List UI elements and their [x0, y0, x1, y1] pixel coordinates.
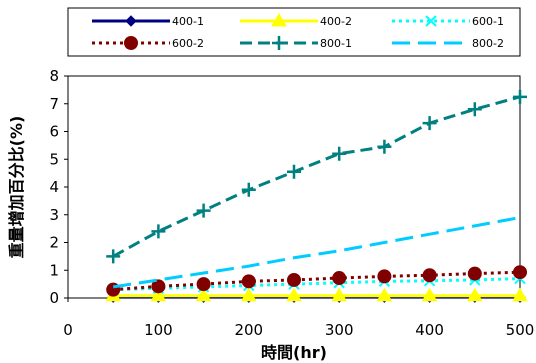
series-line-800-2	[112, 216, 521, 289]
x-axis: 0 100 200 300 400 500	[63, 298, 534, 339]
point-400-2	[331, 287, 348, 302]
plot-area	[67, 75, 521, 299]
legend-entry-400-2: 400-2	[240, 13, 352, 28]
legend-label-800-1: 800-1	[320, 37, 352, 50]
y-tick-label: 2	[49, 234, 59, 252]
x-tick-label: 200	[234, 321, 263, 339]
point-800-1	[377, 139, 392, 154]
series-line-800-1	[112, 95, 521, 258]
point-600-2	[241, 274, 256, 289]
point-400-2	[195, 287, 212, 302]
point-400-2	[376, 287, 393, 302]
point-600-2	[124, 36, 138, 50]
legend-entry-600-2: 600-2	[92, 36, 204, 50]
point-800-1	[241, 182, 256, 197]
legend: 400-1 400-2 600-1 600-2 800-1 800-2	[67, 7, 521, 57]
point-600-2	[287, 272, 301, 287]
series-line-600-2	[113, 270, 521, 292]
y-tick-label: 7	[49, 95, 59, 113]
point-600-2	[151, 279, 166, 294]
point-600-2	[332, 271, 347, 286]
point-600-2	[422, 268, 437, 283]
series-800-2	[112, 216, 521, 289]
series-layer	[105, 89, 528, 303]
series-line-600-1	[113, 277, 521, 292]
point-400-2	[466, 287, 483, 302]
x-tick-label: 0	[63, 321, 73, 339]
point-800-1	[513, 89, 527, 104]
y-axis: 0 1 2 3 4 5 6 7 8	[49, 67, 68, 307]
legend-box	[67, 7, 521, 57]
legend-label-600-2: 600-2	[172, 37, 204, 50]
legend-label-800-2: 800-2	[472, 37, 504, 50]
point-800-1	[332, 146, 347, 161]
point-400-2	[421, 287, 438, 302]
point-400-2	[286, 287, 302, 302]
point-400-2	[271, 13, 287, 27]
point-400-2	[240, 287, 257, 302]
x-tick-label: 500	[506, 321, 535, 339]
legend-label-600-1: 600-1	[472, 15, 504, 28]
x-axis-title: 時間(hr)	[261, 343, 327, 362]
x-tick-label: 300	[325, 321, 354, 339]
point-800-1	[151, 224, 166, 239]
point-800-1	[287, 164, 301, 179]
x-tick-label: 100	[144, 321, 173, 339]
y-tick-label: 3	[49, 206, 59, 224]
y-axis-title: 重量增加百分比(%)	[7, 116, 26, 259]
y-tick-label: 4	[49, 178, 59, 196]
point-400-2	[150, 287, 167, 302]
point-600-1	[425, 15, 437, 27]
legend-entry-800-1: 800-1	[240, 36, 352, 50]
point-400-2	[512, 287, 528, 302]
point-800-1	[422, 116, 437, 131]
point-400-1	[125, 15, 137, 27]
y-tick-label: 0	[49, 289, 59, 307]
point-600-2	[513, 265, 527, 280]
series-800-1	[106, 89, 527, 264]
point-800-1	[106, 249, 121, 264]
y-tick-label: 6	[49, 123, 59, 141]
point-600-2	[196, 277, 211, 292]
series-400-2	[105, 287, 528, 302]
legend-label-400-1: 400-1	[172, 15, 204, 28]
point-600-2	[467, 266, 482, 281]
point-600-2	[377, 269, 392, 284]
point-800-1	[272, 36, 286, 50]
y-tick-label: 1	[49, 261, 59, 279]
point-800-1	[196, 203, 211, 218]
y-tick-label: 5	[49, 150, 59, 168]
legend-entry-800-2: 800-2	[392, 37, 504, 50]
point-800-1	[467, 102, 482, 117]
legend-entry-400-1: 400-1	[92, 15, 204, 28]
legend-entry-600-1: 600-1	[392, 15, 504, 28]
legend-label-400-2: 400-2	[320, 15, 352, 28]
x-tick-label: 400	[415, 321, 444, 339]
y-tick-label: 8	[49, 67, 59, 85]
